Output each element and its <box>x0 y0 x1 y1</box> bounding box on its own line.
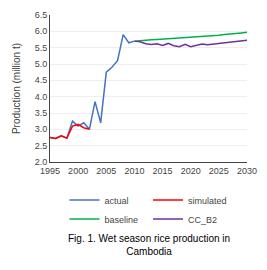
svg-text:2025: 2025 <box>209 166 229 176</box>
svg-text:3.0: 3.0 <box>35 124 48 134</box>
svg-text:6.0: 6.0 <box>35 26 48 36</box>
svg-text:2015: 2015 <box>153 166 173 176</box>
svg-text:2030: 2030 <box>237 166 257 176</box>
svg-text:2010: 2010 <box>124 166 144 176</box>
svg-text:4.5: 4.5 <box>35 75 48 85</box>
svg-text:2000: 2000 <box>68 166 88 176</box>
svg-text:2.0: 2.0 <box>35 157 48 167</box>
svg-text:simulated: simulated <box>188 196 227 206</box>
svg-text:2005: 2005 <box>96 166 116 176</box>
svg-text:5.0: 5.0 <box>35 59 48 69</box>
svg-text:Production (million t): Production (million t) <box>11 43 22 134</box>
svg-text:CC_B2: CC_B2 <box>188 215 217 225</box>
svg-text:1995: 1995 <box>40 166 60 176</box>
svg-text:4.0: 4.0 <box>35 92 48 102</box>
svg-text:2020: 2020 <box>181 166 201 176</box>
svg-text:6.5: 6.5 <box>35 10 48 20</box>
svg-text:3.5: 3.5 <box>35 108 48 118</box>
svg-text:2.5: 2.5 <box>35 141 48 151</box>
svg-text:actual: actual <box>105 196 129 206</box>
svg-text:baseline: baseline <box>105 215 139 225</box>
svg-text:5.5: 5.5 <box>35 43 48 53</box>
svg-text:Fig. 1. Wet season rice produc: Fig. 1. Wet season rice production inCam… <box>68 233 230 257</box>
